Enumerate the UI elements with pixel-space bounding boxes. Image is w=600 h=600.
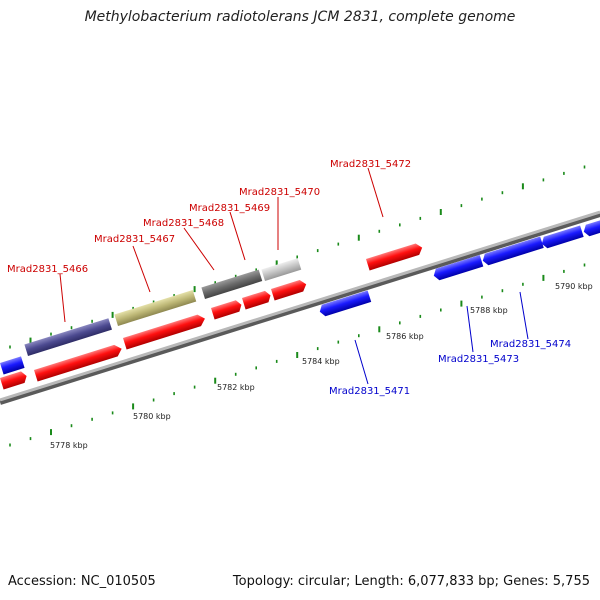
reverse-gene (541, 225, 584, 249)
reverse-gene (433, 255, 484, 281)
gene-label-mrad2831-5467: Mrad2831_5467 (94, 234, 175, 245)
genome-summary: Topology: circular; Length: 6,077,833 bp… (232, 574, 590, 589)
cog-box-darkgray (201, 269, 263, 299)
scale-label: 5782 kbp (217, 383, 255, 392)
gene-label-mrad2831-5466: Mrad2831_5466 (7, 264, 88, 275)
scale-label: 5790 kbp (555, 282, 593, 291)
gene-label-mrad2831-5468: Mrad2831_5468 (143, 218, 224, 229)
forward-gene (211, 300, 242, 320)
reverse-label-leaders (354, 291, 529, 385)
gene-label-mrad2831-5474: Mrad2831_5474 (490, 339, 571, 350)
gene-label-mrad2831-5471: Mrad2831_5471 (329, 386, 410, 397)
cog-box-lightgray (261, 258, 302, 281)
forward-gene (34, 344, 122, 382)
scale-label: 5786 kbp (386, 332, 424, 341)
backbone (0, 210, 600, 402)
scale-label: 5778 kbp (50, 441, 88, 450)
gene-label-mrad2831-5470: Mrad2831_5470 (239, 187, 320, 198)
reverse-gene (583, 218, 600, 237)
scale-label: 5780 kbp (133, 412, 171, 421)
forward-gene (271, 280, 307, 301)
forward-gene (366, 243, 423, 271)
forward-gene (123, 314, 205, 350)
gene-label-mrad2831-5469: Mrad2831_5469 (189, 203, 270, 214)
backbone-shadow (0, 211, 600, 405)
forward-gene (0, 371, 27, 390)
forward-gene (242, 290, 271, 310)
cog-box-olive (114, 290, 197, 326)
reverse-gene (482, 236, 544, 266)
scale-label: 5784 kbp (302, 357, 340, 366)
cog-box-navy (24, 318, 112, 356)
page-title: Methylobacterium radiotolerans JCM 2831,… (84, 9, 516, 25)
forward-label-leaders (59, 167, 384, 323)
scale-label: 5788 kbp (470, 306, 508, 315)
accession-label: Accession: NC_010505 (8, 574, 156, 589)
reverse-gene (0, 356, 25, 375)
gene-label-mrad2831-5473: Mrad2831_5473 (438, 354, 519, 365)
lower-tick-row (9, 263, 586, 447)
gene-label-mrad2831-5472: Mrad2831_5472 (330, 159, 411, 170)
reverse-gene (319, 290, 372, 317)
